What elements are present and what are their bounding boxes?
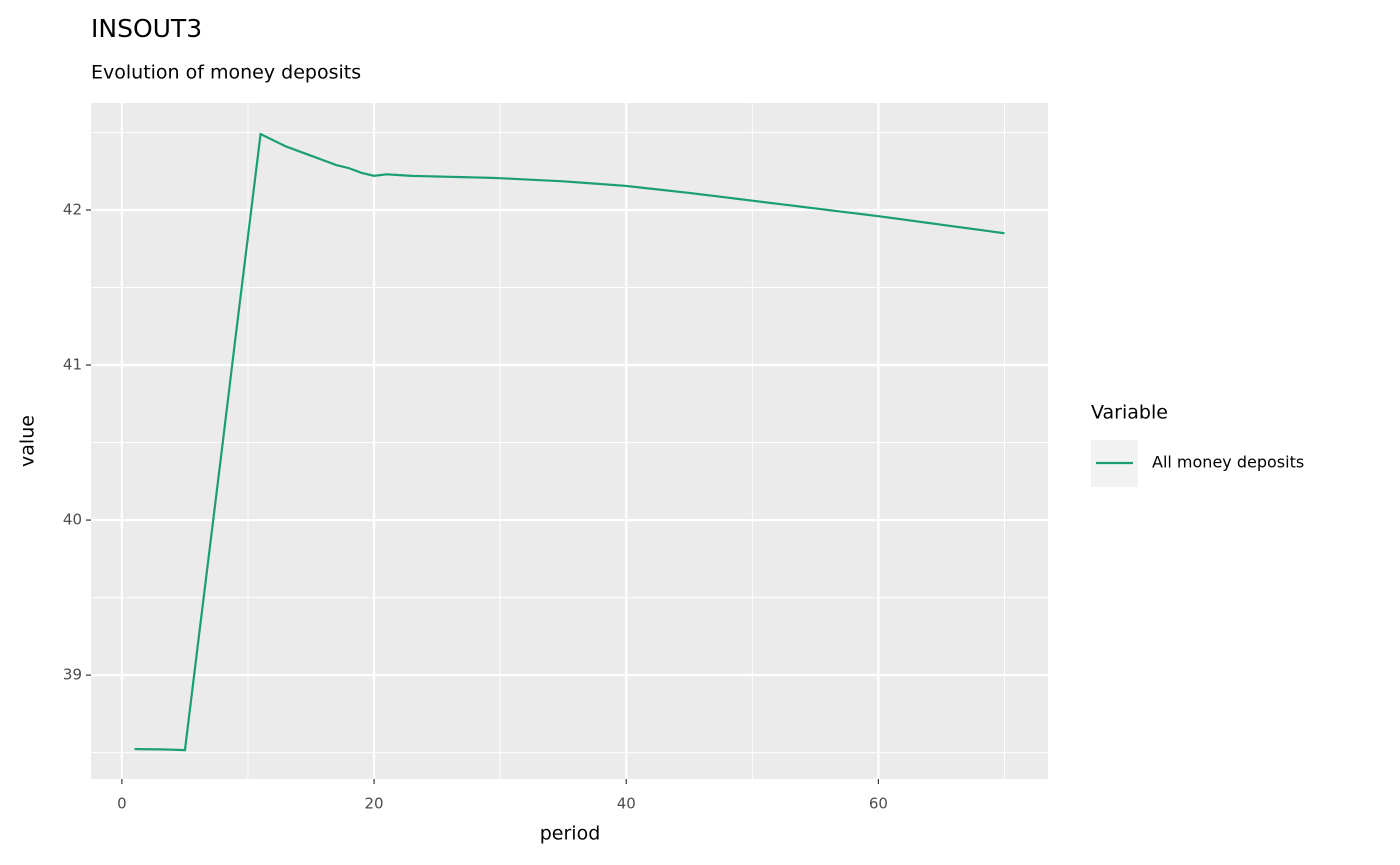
x-tick-label: 0 bbox=[117, 795, 127, 813]
chart-subtitle: Evolution of money deposits bbox=[91, 62, 361, 84]
line-series bbox=[134, 132, 1005, 752]
chart-title: INSOUT3 bbox=[91, 14, 202, 43]
y-tick-label: 39 bbox=[63, 666, 82, 684]
y-axis-title: value bbox=[17, 415, 39, 467]
y-tick-label: 42 bbox=[63, 200, 82, 218]
plot-panel bbox=[91, 103, 1048, 779]
y-tick-label: 41 bbox=[63, 356, 82, 374]
x-tick-label: 20 bbox=[365, 795, 384, 813]
y-tick-label: 40 bbox=[63, 511, 82, 529]
legend-label: All money deposits bbox=[1152, 453, 1304, 472]
x-tick-label: 40 bbox=[617, 795, 636, 813]
legend-title: Variable bbox=[1091, 402, 1168, 424]
x-tick-label: 60 bbox=[869, 795, 888, 813]
x-axis-title: period bbox=[540, 823, 601, 845]
